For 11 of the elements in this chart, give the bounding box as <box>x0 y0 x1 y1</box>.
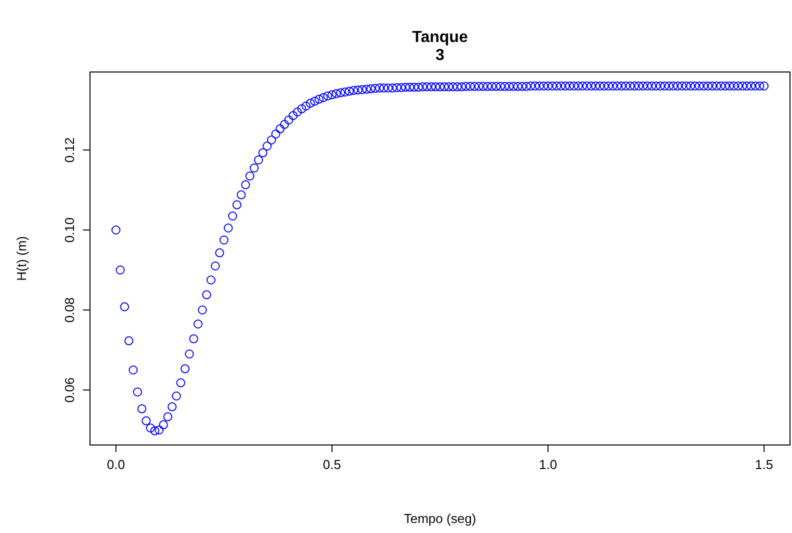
y-tick-label: 0.12 <box>62 137 77 163</box>
y-tick-label: 0.06 <box>62 377 77 403</box>
x-tick-label: 0.0 <box>106 457 125 472</box>
x-tick-label: 1.0 <box>538 457 558 472</box>
y-tick-label: 0.10 <box>62 217 77 243</box>
x-axis-title: Tempo (seg) <box>404 511 476 526</box>
x-tick-label: 0.5 <box>322 457 342 472</box>
y-axis-title: H(t) (m) <box>14 236 29 281</box>
y-tick-label: 0.08 <box>62 297 77 323</box>
x-tick-label: 1.5 <box>755 457 774 472</box>
chart-title: Tanque 3 <box>412 29 468 64</box>
